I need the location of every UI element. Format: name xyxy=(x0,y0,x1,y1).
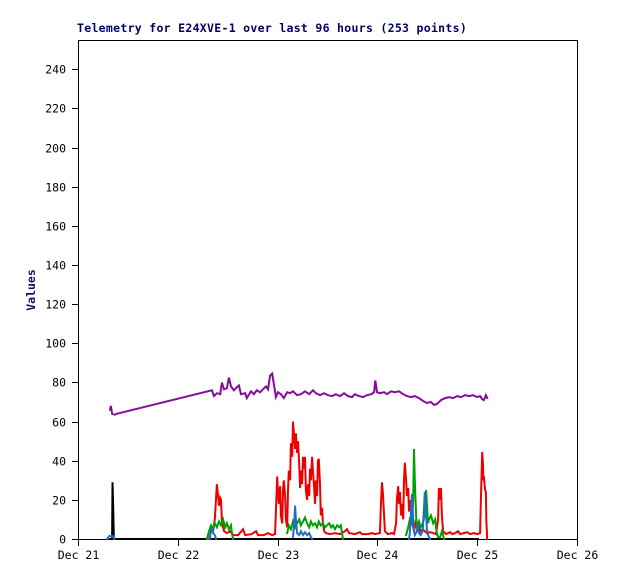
y-tick-label: 240 xyxy=(45,63,66,77)
plot-border xyxy=(78,40,578,540)
series-purple xyxy=(108,371,489,416)
y-tick-label: 140 xyxy=(45,259,66,273)
series-blue xyxy=(105,491,432,541)
y-tick-label: 100 xyxy=(45,337,66,351)
y-tick-label: 40 xyxy=(52,455,66,469)
series-blue-line xyxy=(105,535,116,541)
y-tick-label: 80 xyxy=(52,376,66,390)
y-tick-label: 120 xyxy=(45,298,66,312)
x-tick-label: Dec 26 xyxy=(557,548,599,562)
plot-axes: 0 20 40 60 80 100 120 140 160 180 200 220 240 Dec 21 D… xyxy=(45,40,599,562)
series-blue-line xyxy=(207,527,218,541)
y-tick-label: 20 xyxy=(52,494,66,508)
x-tick-label: Dec 22 xyxy=(158,548,200,562)
x-tick-label: Dec 25 xyxy=(457,548,499,562)
y-tick-label: 160 xyxy=(45,220,66,234)
series-black xyxy=(109,482,479,540)
y-tick-label: 180 xyxy=(45,181,66,195)
x-tick-label: Dec 23 xyxy=(258,548,300,562)
series-red-line xyxy=(208,421,489,541)
y-tick-label: 0 xyxy=(59,533,66,547)
series-purple-line xyxy=(108,371,489,416)
y-tick-label: 60 xyxy=(52,416,66,430)
series-blue-line xyxy=(407,491,432,541)
series-green-line xyxy=(404,448,446,541)
x-tick-label: Dec 24 xyxy=(357,548,399,562)
series-green-line xyxy=(205,516,235,541)
chart-title: Telemetry for E24XVE-1 over last 96 hour… xyxy=(77,21,468,35)
x-tick-label: Dec 21 xyxy=(58,548,100,562)
y-tick-label: 200 xyxy=(45,142,66,156)
series-blue-line xyxy=(291,505,314,541)
series-black-line xyxy=(109,482,479,540)
series-red xyxy=(208,421,489,541)
y-tick-label: 220 xyxy=(45,102,66,116)
